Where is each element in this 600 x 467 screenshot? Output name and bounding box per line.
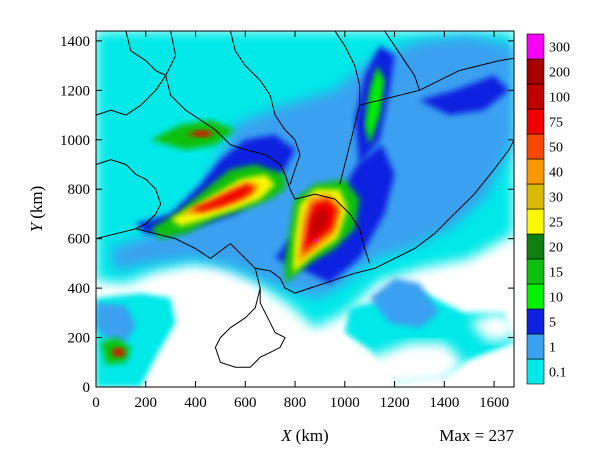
dry-area-east	[469, 312, 514, 343]
colorbar-label: 50	[549, 141, 563, 156]
x-tick-label: 1000	[330, 395, 360, 411]
colorbar-swatch	[526, 333, 545, 360]
blue-band-a	[110, 35, 514, 298]
colorbar-swatch	[526, 33, 545, 60]
colorbar-swatch	[526, 208, 545, 235]
y-tick-label: 600	[68, 232, 91, 248]
colorbar-swatch	[526, 283, 545, 310]
magenta-max-point	[314, 238, 318, 243]
colorbar-label: 0.1	[549, 366, 567, 381]
y-tick-label: 400	[68, 281, 91, 297]
y-tick-label: 1400	[60, 34, 90, 50]
coastline-boundaries	[96, 31, 514, 368]
colorbar-label: 300	[549, 41, 570, 56]
colorbar-label: 10	[549, 291, 563, 306]
y-tick-label: 800	[68, 182, 91, 198]
colorbar-label: 1	[549, 341, 556, 356]
blue-band-b	[369, 278, 440, 328]
colorbar-swatch	[526, 183, 545, 210]
y-axis-label: Y(km)	[27, 186, 46, 233]
green-band-c	[364, 65, 385, 145]
dry-area-south	[195, 312, 251, 387]
colorbar-swatch	[526, 233, 545, 260]
darkblue-band-d	[419, 75, 509, 116]
colorbar-swatch	[526, 258, 545, 285]
y-tick-label: 200	[68, 331, 91, 347]
province-boundary-d	[294, 193, 371, 264]
y-tick-label: 0	[83, 380, 91, 396]
red-core-west	[190, 184, 256, 212]
coastline-peninsula	[214, 268, 286, 368]
x-tick-label: 1200	[380, 395, 410, 411]
colorbar-swatch	[526, 358, 545, 385]
x-tick-label: 400	[184, 395, 207, 411]
darkred-core-central	[310, 209, 330, 239]
dry-area-southeast	[364, 342, 465, 387]
plot-frame	[95, 30, 515, 388]
colorbar-label: 100	[549, 91, 570, 106]
red-spot-southwest	[110, 347, 126, 358]
colorbar-label: 40	[549, 166, 563, 181]
precipitation-field	[96, 31, 514, 387]
blue-band-c	[96, 302, 136, 343]
colorbar-label: 20	[549, 241, 563, 256]
x-tick-label: 1400	[429, 395, 459, 411]
x-axis-ticks: 0 200 400 600 800 1000 1200 1400 1600	[92, 31, 509, 411]
province-boundary-c	[229, 31, 301, 185]
y-tick-label: 1200	[60, 83, 90, 99]
colorbar-swatch	[526, 158, 545, 185]
colorbar-label: 5	[549, 316, 556, 331]
coastline-main	[230, 139, 514, 294]
province-boundary-a	[96, 228, 231, 260]
x-tick-label: 800	[284, 395, 307, 411]
province-boundary-h	[96, 75, 167, 116]
province-boundary-i	[125, 31, 166, 76]
colorbar-swatch	[526, 133, 545, 160]
colorbar-swatch	[526, 58, 545, 85]
colorbar-swatch	[526, 83, 545, 110]
colorbar-label: 30	[549, 191, 563, 206]
colorbar-swatch	[526, 108, 545, 135]
y-tick-label: 1000	[60, 133, 90, 149]
colorbar-label: 25	[549, 216, 563, 231]
colorbar-label: 15	[549, 266, 563, 281]
colorbar-label: 75	[549, 116, 563, 131]
x-tick-label: 0	[92, 395, 100, 411]
colorbar-label: 200	[549, 66, 570, 81]
x-tick-label: 200	[135, 395, 158, 411]
x-axis-label: X (km)	[280, 426, 328, 445]
province-boundary-j	[96, 159, 162, 230]
red-streak-northwest	[185, 129, 216, 138]
x-tick-label: 600	[234, 395, 257, 411]
x-tick-label: 1600	[479, 395, 509, 411]
max-annotation: Max = 237	[439, 426, 514, 445]
colorbar-swatch	[526, 308, 545, 335]
y-axis-ticks: 0 200 400 600 800 1000 1200 1400	[60, 34, 514, 396]
province-boundary-b	[165, 31, 296, 200]
province-boundary-g	[384, 31, 420, 91]
province-boundary-f	[359, 57, 514, 106]
